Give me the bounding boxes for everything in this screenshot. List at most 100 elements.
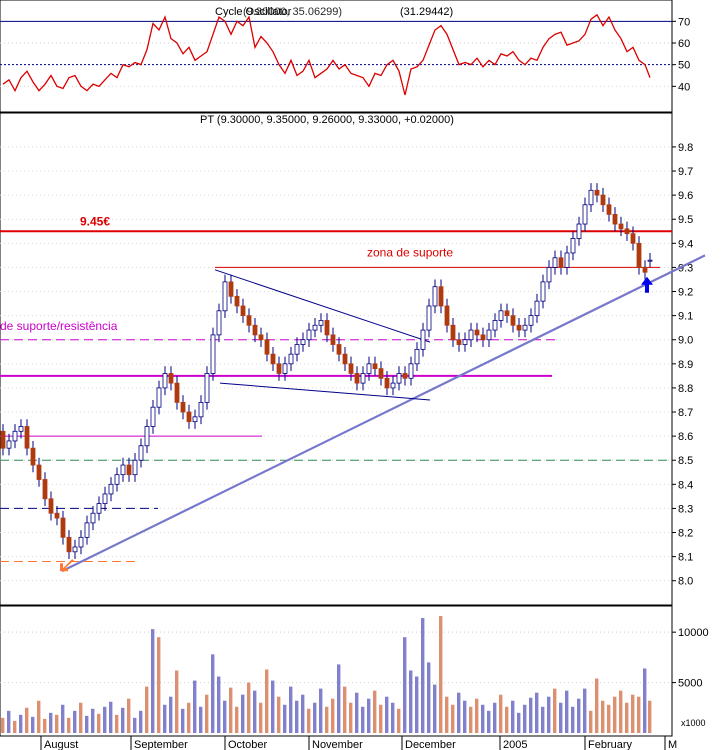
volume-bar xyxy=(349,702,353,733)
candle-body xyxy=(210,334,216,374)
volume-bar xyxy=(7,710,11,733)
volume-bar xyxy=(289,686,293,733)
oscillator-tick-label: 50 xyxy=(678,60,690,72)
candle-body xyxy=(234,295,240,307)
volume-bar xyxy=(31,716,35,733)
candle-body xyxy=(216,310,222,336)
x-axis-month-label: August xyxy=(44,739,78,750)
candle-body xyxy=(516,324,522,331)
x-axis: August September October November December 20… xyxy=(0,735,677,750)
price-tick-label: 8.0 xyxy=(678,576,693,588)
candle-body xyxy=(402,373,408,379)
volume-bar xyxy=(199,706,203,733)
candle-body xyxy=(288,353,294,365)
candle-body xyxy=(318,320,324,326)
price-annotation-label: de suporte/resistência xyxy=(0,319,118,333)
oscillator-series-line xyxy=(2,13,651,96)
candle-body xyxy=(546,267,552,283)
candle-body xyxy=(414,348,420,365)
volume-bar xyxy=(163,704,167,733)
candle-body xyxy=(150,406,156,427)
candle-body xyxy=(534,300,540,317)
candle-body xyxy=(630,233,636,244)
candle-body xyxy=(480,334,486,341)
candle-body xyxy=(174,382,180,403)
volume-bar xyxy=(193,680,197,733)
trendline xyxy=(61,254,706,573)
candle-body xyxy=(606,204,612,215)
candle-body xyxy=(114,474,120,485)
candle-body xyxy=(576,223,582,239)
candle-body xyxy=(647,259,653,262)
volume-bar xyxy=(541,706,545,733)
candle-body xyxy=(270,353,276,365)
oscillator-title-overlap-1: (9.30000, 35.06299) xyxy=(243,6,342,18)
price-panel: PT (9.30000, 9.35000, 9.26000, 9.33000, … xyxy=(0,112,706,606)
volume-bar xyxy=(265,669,269,733)
volume-bar xyxy=(637,696,641,733)
candle-body xyxy=(420,329,426,350)
candle-body xyxy=(330,334,336,345)
price-tick-label: 9.8 xyxy=(678,142,693,154)
candle-body xyxy=(618,223,624,230)
volume-bar xyxy=(619,690,623,733)
candle-body xyxy=(36,464,42,480)
candle-body xyxy=(240,305,246,317)
price-annotation-label: zona de suporte xyxy=(367,246,453,260)
candle-body xyxy=(504,310,510,317)
candle-body xyxy=(324,320,330,336)
candle-body xyxy=(456,339,462,345)
volume-bar xyxy=(403,637,407,733)
candle-body xyxy=(564,252,570,268)
volume-bar xyxy=(595,678,599,733)
price-tick-label: 8.8 xyxy=(678,383,693,395)
volume-bar xyxy=(487,710,491,733)
candle-body xyxy=(354,373,360,384)
price-tick-label: 8.2 xyxy=(678,528,693,540)
volume-bar xyxy=(61,704,65,733)
candle-body xyxy=(246,315,252,326)
candle-body xyxy=(408,363,414,379)
price-tick-label: 8.3 xyxy=(678,503,693,515)
volume-bar xyxy=(79,702,83,733)
candle-body xyxy=(348,363,354,374)
volume-bar xyxy=(367,698,371,733)
candle-body xyxy=(582,204,588,225)
volume-bar xyxy=(625,702,629,733)
price-tick-label: 8.7 xyxy=(678,407,693,419)
candle-body xyxy=(294,344,300,355)
price-tick-label: 9.1 xyxy=(678,311,693,323)
price-tick-label: 9.6 xyxy=(678,190,693,202)
candle-body xyxy=(0,430,6,449)
volume-bar xyxy=(451,704,455,733)
x-axis-month-label: October xyxy=(228,739,267,750)
volume-bar xyxy=(397,708,401,733)
candle-body xyxy=(132,459,138,476)
volume-bar xyxy=(13,720,17,733)
price-title: PT (9.30000, 9.35000, 9.26000, 9.33000, … xyxy=(200,114,454,126)
volume-bar xyxy=(229,687,233,733)
volume-bar xyxy=(25,707,29,733)
candle-body xyxy=(144,426,150,447)
candle-body xyxy=(156,387,162,408)
volume-bar xyxy=(529,697,533,733)
volume-bar xyxy=(493,702,497,733)
volume-bar xyxy=(613,696,617,733)
candle-body xyxy=(228,281,234,297)
price-tick-label: 8.1 xyxy=(678,552,693,564)
volume-bar xyxy=(589,710,593,733)
volume-bar xyxy=(1,717,5,733)
candle-body xyxy=(336,344,342,355)
volume-bar xyxy=(181,708,185,733)
candle-body xyxy=(378,368,384,379)
volume-bar xyxy=(427,662,431,733)
volume-bar xyxy=(505,706,509,733)
volume-tick-label: 10000 xyxy=(678,627,709,639)
candle-body xyxy=(162,373,168,389)
volume-bar xyxy=(67,717,71,733)
candle-body xyxy=(492,320,498,331)
candle-body xyxy=(450,324,456,341)
candle-body xyxy=(192,416,198,423)
volume-bar xyxy=(439,616,443,733)
